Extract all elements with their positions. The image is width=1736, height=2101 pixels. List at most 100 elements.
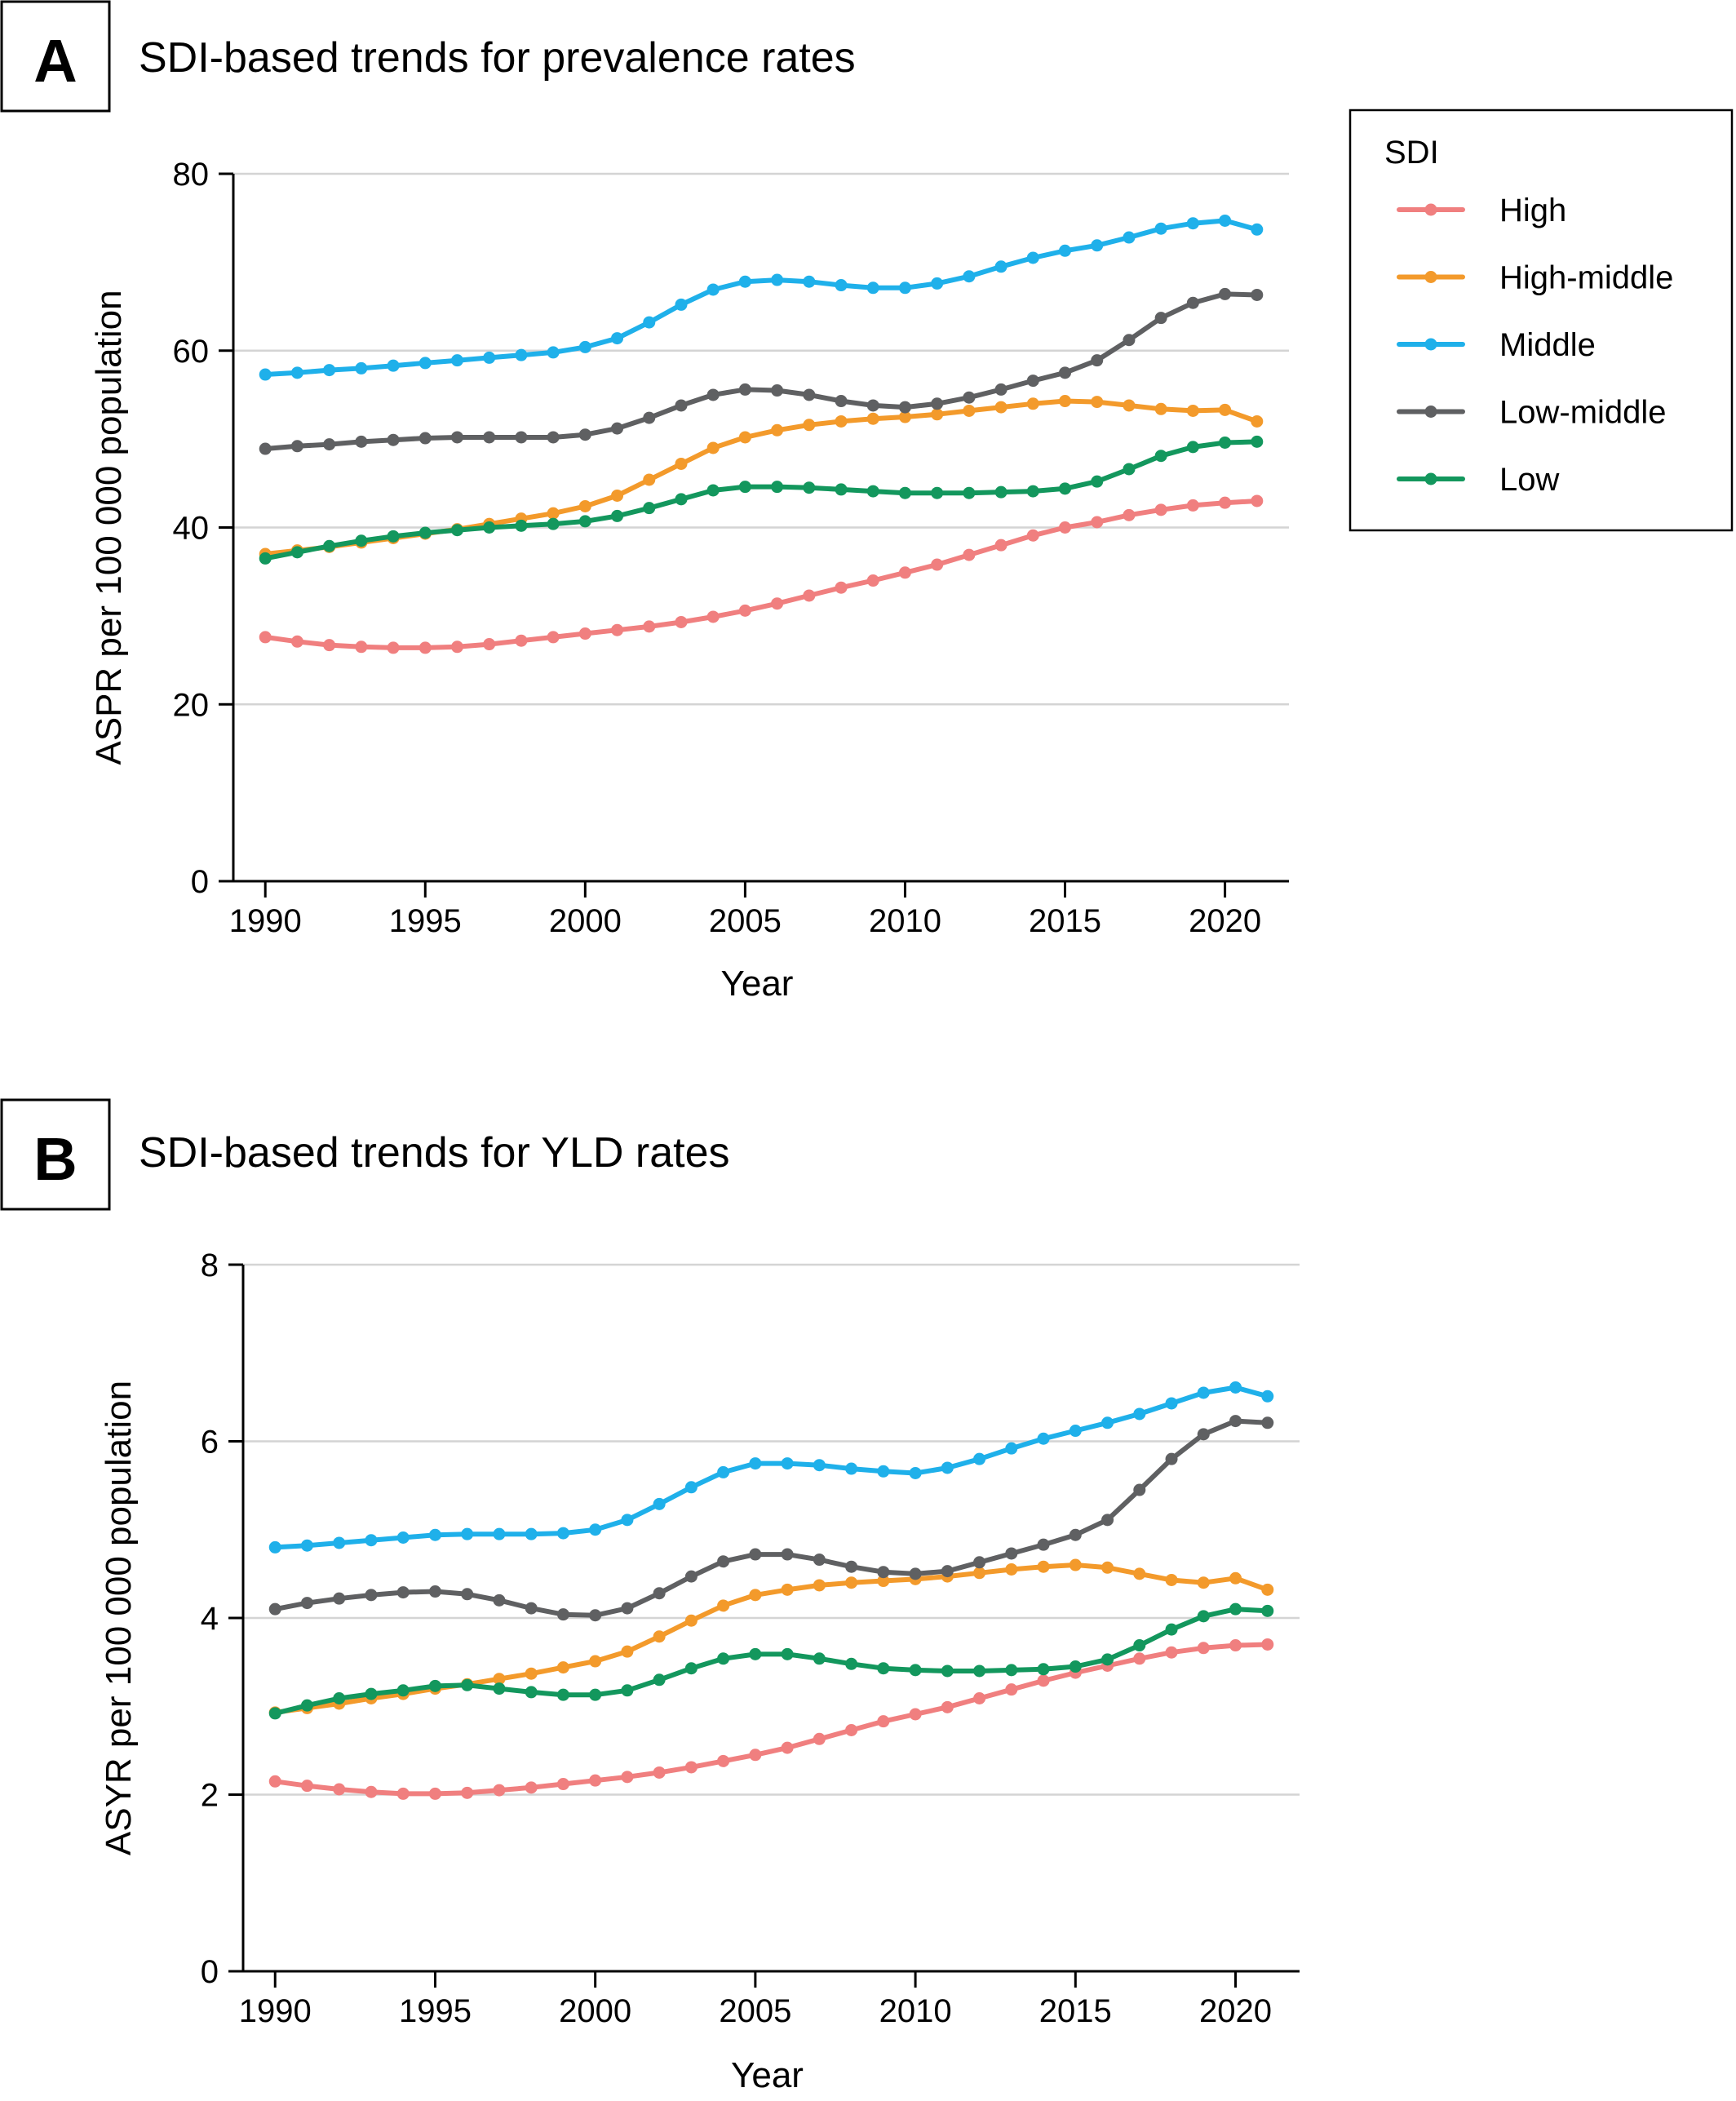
point-b-middle-2012 — [973, 1452, 986, 1465]
x-axis-label-b: Year — [731, 2055, 804, 2095]
point-a-middle-2011 — [931, 277, 944, 290]
point-b-middle-2018 — [1165, 1397, 1178, 1410]
point-a-middle-2012 — [963, 270, 976, 283]
point-a-low-2004 — [706, 484, 720, 497]
point-b-high-2002 — [653, 1766, 666, 1779]
series-line-b-high-middle — [272, 1562, 1270, 1715]
point-a-high-2021 — [1251, 494, 1264, 508]
point-a-middle-2018 — [1154, 222, 1167, 235]
point-a-middle-1993 — [355, 361, 368, 375]
legend-label-low: Low — [1499, 462, 1559, 498]
point-b-high-2000 — [589, 1774, 602, 1787]
point-b-high-2013 — [1005, 1683, 1018, 1696]
series-b-high — [268, 1638, 1274, 1800]
y-tick-label-b-0: 0 — [201, 1954, 219, 1990]
point-a-low-1990 — [259, 552, 272, 565]
point-a-low-2007 — [803, 481, 816, 494]
point-b-high-middle-2009 — [877, 1575, 890, 1588]
point-a-low-1991 — [290, 546, 303, 559]
point-a-low-middle-2020 — [1219, 287, 1232, 300]
legend-entries: High High-middle Middle Low-middle Low — [1397, 193, 1673, 498]
point-a-high-middle-2000 — [578, 499, 591, 512]
x-tick-label-b-4: 2010 — [879, 1993, 952, 2029]
point-b-high-middle-2005 — [749, 1589, 762, 1602]
panel-b-header: B SDI-based trends for YLD rates — [0, 1098, 730, 1211]
series-line-a-low-middle — [263, 291, 1260, 451]
x-tick-label-a-0: 1990 — [229, 903, 302, 939]
point-b-low-middle-2017 — [1133, 1483, 1146, 1496]
point-a-low-middle-2008 — [835, 395, 848, 408]
point-b-low-2017 — [1133, 1639, 1146, 1652]
point-b-high-2009 — [877, 1715, 890, 1728]
point-b-low-middle-2011 — [941, 1565, 954, 1578]
point-a-low-middle-1999 — [547, 431, 560, 444]
point-a-high-1990 — [259, 631, 272, 644]
point-b-high-1994 — [396, 1787, 410, 1800]
point-b-high-middle-2017 — [1133, 1567, 1146, 1580]
point-b-low-1995 — [428, 1679, 441, 1692]
point-a-high-1994 — [387, 641, 400, 654]
point-a-low-middle-1993 — [355, 435, 368, 448]
point-b-low-middle-1992 — [333, 1592, 346, 1605]
point-b-high-middle-2014 — [1037, 1560, 1050, 1573]
point-b-high-middle-2003 — [684, 1614, 698, 1627]
point-a-high-1995 — [418, 641, 432, 654]
point-b-high-middle-2002 — [653, 1630, 666, 1643]
x-tick-label-a-4: 2010 — [869, 903, 941, 939]
point-a-high-middle-2005 — [738, 431, 751, 444]
y-tick-label-b-3: 6 — [201, 1425, 219, 1461]
point-a-low-2008 — [835, 483, 848, 496]
point-a-middle-2008 — [835, 279, 848, 292]
panel-b-label-box — [0, 1098, 111, 1211]
panel-b-chart: 0 2 4 6 8 1990 1995 2000 2005 2010 2015 2020 Year ASY… — [99, 1248, 1300, 2095]
point-b-low-2003 — [684, 1662, 698, 1675]
point-b-low-2011 — [941, 1664, 954, 1678]
point-b-high-2005 — [749, 1749, 762, 1762]
point-a-middle-2020 — [1219, 214, 1232, 227]
panel-a-label: A — [33, 27, 77, 95]
point-b-high-1998 — [525, 1781, 538, 1794]
point-b-high-2020 — [1229, 1639, 1242, 1652]
point-b-low-middle-2005 — [749, 1548, 762, 1561]
x-tick-label-b-1: 1995 — [399, 1993, 472, 2029]
point-a-low-middle-1995 — [418, 432, 432, 445]
legend-label-low-middle: Low-middle — [1499, 395, 1667, 431]
point-b-high-1999 — [556, 1778, 569, 1791]
legend-title: SDI — [1384, 135, 1439, 171]
point-b-high-1992 — [333, 1783, 346, 1796]
legend-marker-high-middle — [1424, 271, 1437, 283]
point-a-high-middle-2020 — [1219, 403, 1232, 416]
point-a-middle-2001 — [611, 332, 624, 345]
point-b-low-middle-1993 — [365, 1589, 378, 1602]
point-b-low-middle-2016 — [1101, 1514, 1114, 1527]
point-a-low-middle-2002 — [643, 411, 656, 424]
point-b-middle-1993 — [365, 1534, 378, 1547]
point-a-high-1998 — [515, 634, 528, 647]
point-b-middle-2010 — [909, 1466, 922, 1479]
point-a-low-middle-2005 — [738, 383, 751, 396]
point-b-high-2017 — [1133, 1652, 1146, 1665]
point-a-high-middle-2001 — [611, 489, 624, 502]
point-a-high-2013 — [994, 539, 1008, 552]
point-b-low-1993 — [365, 1687, 378, 1700]
series-b-high-middle — [268, 1558, 1274, 1719]
series-line-b-low-middle — [272, 1418, 1270, 1618]
point-a-low-1994 — [387, 530, 400, 543]
y-axis-label-a: ASPR per 100 000 population — [89, 290, 129, 765]
point-a-high-middle-2016 — [1091, 396, 1104, 409]
point-a-low-middle-1991 — [290, 440, 303, 453]
point-a-middle-2010 — [898, 281, 911, 295]
point-b-high-middle-2000 — [589, 1655, 602, 1668]
point-b-middle-1992 — [333, 1536, 346, 1549]
point-b-low-2016 — [1101, 1653, 1114, 1666]
point-b-low-middle-2012 — [973, 1556, 986, 1569]
point-b-low-2009 — [877, 1662, 890, 1675]
point-a-middle-2015 — [1059, 244, 1072, 257]
point-a-middle-2007 — [803, 275, 816, 288]
point-b-middle-2001 — [621, 1514, 634, 1527]
point-b-middle-2016 — [1101, 1416, 1114, 1429]
point-a-low-middle-2003 — [675, 399, 688, 412]
legend-entry-middle: Middle — [1397, 327, 1596, 363]
point-b-middle-2014 — [1037, 1432, 1050, 1445]
point-b-low-1996 — [461, 1678, 474, 1691]
